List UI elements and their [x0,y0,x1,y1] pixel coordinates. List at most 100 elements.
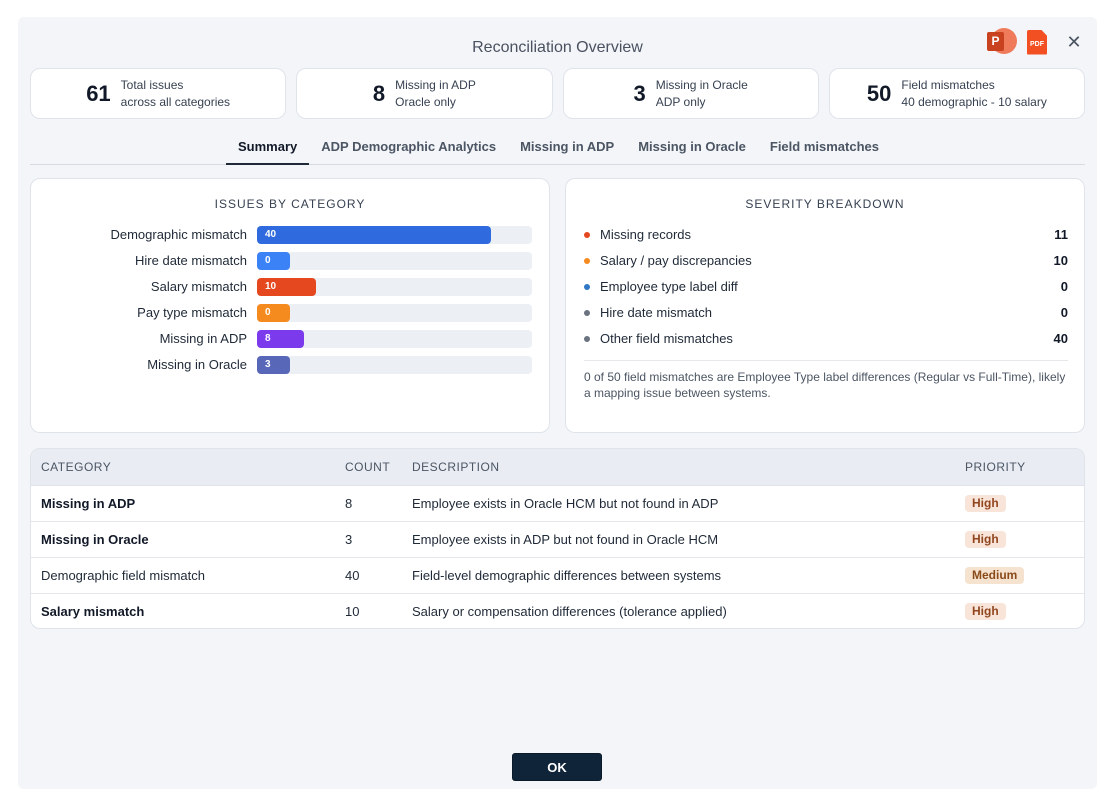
close-icon[interactable]: ✕ [1066,32,1082,52]
table-row[interactable]: Demographic field mismatch 40 Field-level … [31,558,1084,594]
dialog-title: Reconciliation Overview [472,39,643,56]
header-actions: P PDF ✕ [987,27,1085,57]
tab-bar: Summary ADP Demographic Analytics Missin… [30,130,1085,165]
column-header-category[interactable]: CATEGORY [41,460,112,474]
table-row[interactable]: Missing in ADP 8 Employee exists in Oracle… [31,486,1084,522]
bar-label: Missing in ADP [159,331,247,346]
priority-badge: High [965,531,1006,548]
powerpoint-export-icon[interactable]: P [987,27,1017,57]
table-cell-count: 40 [345,568,360,583]
bar-fill: 0 [257,304,290,322]
priority-badge: High [965,495,1006,512]
bar-row: Pay type mismatch 0 [31,304,551,322]
table-cell-description: Field-level demographic differences betw… [412,568,722,583]
severity-row: Salary / pay discrepancies 10 [584,252,1068,270]
bar-label: Salary mismatch [150,279,247,294]
severity-dot-icon [584,310,590,316]
bar-label: Demographic mismatch [110,227,247,242]
issues-table: CATEGORY COUNT DESCRIPTION PRIORITY Miss… [30,448,1085,629]
column-header-count[interactable]: COUNT [345,460,391,474]
stat-label: Missing in ADP [395,77,476,92]
tab-missing-in-oracle[interactable]: Missing in Oracle [638,139,746,154]
bar-row: Missing in Oracle 3 [31,356,551,374]
severity-label: Employee type label diff [600,279,738,294]
severity-label: Hire date mismatch [600,305,712,320]
ok-button[interactable]: OK [512,753,602,781]
severity-row: Other field mismatches 40 [584,330,1068,348]
table-cell-count: 3 [345,532,353,547]
divider [584,360,1068,361]
stat-value: 3 [633,80,646,106]
severity-dot-icon [584,258,590,264]
bar-value: 40 [265,229,277,240]
bar-row: Demographic mismatch 40 [31,226,551,244]
tab-adp-demographic-analytics[interactable]: ADP Demographic Analytics [321,139,497,154]
table-cell-description: Salary or compensation differences (tole… [412,604,727,619]
bar-row: Salary mismatch 10 [31,278,551,296]
bar-fill: 10 [257,278,316,296]
reconciliation-dialog: Reconciliation Overview P PDF ✕ 61 Total… [18,17,1097,789]
severity-label: Other field mismatches [600,331,733,346]
bar-track: 0 [257,252,532,270]
bar-track: 0 [257,304,532,322]
column-header-priority[interactable]: PRIORITY [965,460,1026,474]
table-cell-count: 10 [345,604,360,619]
severity-value: 0 [1060,305,1068,320]
stat-card-field-mismatches: 50 Field mismatches 40 demographic - 10 s… [828,68,1085,119]
table-row[interactable]: Missing in Oracle 3 Employee exists in ADP… [31,522,1084,558]
table-cell-description: Employee exists in Oracle HCM but not fo… [412,496,719,511]
table-row[interactable]: Salary mismatch 10 Salary or compensation … [31,594,1084,628]
bar-fill: 8 [257,330,304,348]
stat-label: Field mismatches [901,77,995,92]
bar-fill: 40 [257,226,491,244]
stat-sublabel: 40 demographic - 10 salary [901,94,1047,109]
bar-label: Missing in Oracle [147,357,247,372]
severity-value: 11 [1054,227,1068,242]
priority-badge: High [965,603,1006,620]
table-cell-category: Demographic field mismatch [41,568,206,583]
stat-card-total: 61 Total issues across all categories [30,68,287,119]
table-cell-category: Missing in Oracle [41,532,149,547]
issues-by-category-panel: ISSUES BY CATEGORY Demographic mismatch 4… [30,178,550,433]
severity-row: Missing records 11 [584,226,1068,244]
tab-field-mismatches[interactable]: Field mismatches [769,139,879,154]
tab-summary[interactable]: Summary [226,130,310,165]
bar-value: 0 [265,255,271,266]
bar-fill: 3 [257,356,290,374]
bar-value: 0 [265,307,271,318]
bar-track: 8 [257,330,532,348]
stat-card-missing-adp: 8 Missing in ADP Oracle only [296,68,553,119]
table-cell-count: 8 [345,496,353,511]
priority-badge: Medium [965,567,1025,584]
severity-value: 40 [1053,331,1068,346]
severity-label: Salary / pay discrepancies [600,253,752,268]
bar-row: Hire date mismatch 0 [31,252,551,270]
bar-value: 8 [265,333,271,344]
severity-dot-icon [584,336,590,342]
stat-sublabel: across all categories [120,94,231,109]
stat-label: Missing in Oracle [655,77,748,92]
bar-track: 3 [257,356,532,374]
bar-label: Pay type mismatch [137,305,247,320]
stat-value: 50 [866,80,892,106]
bar-track: 40 [257,226,532,244]
severity-row: Employee type label diff 0 [584,278,1068,296]
bar-fill: 0 [257,252,290,270]
severity-dot-icon [584,232,590,238]
severity-value: 0 [1060,279,1068,294]
bar-value: 10 [265,281,277,292]
panel-title: SEVERITY BREAKDOWN [745,197,905,211]
pdf-export-icon[interactable]: PDF [1027,29,1047,55]
severity-note: 0 of 50 field mismatches are Employee Ty… [584,370,1066,400]
severity-row: Hire date mismatch 0 [584,304,1068,322]
bar-track: 10 [257,278,532,296]
column-header-description[interactable]: DESCRIPTION [412,460,500,474]
severity-value: 10 [1053,253,1068,268]
stat-value: 61 [86,80,111,106]
stat-value: 8 [372,80,386,106]
bar-label: Hire date mismatch [135,253,247,268]
tab-missing-in-adp[interactable]: Missing in ADP [520,139,615,154]
panel-title: ISSUES BY CATEGORY [214,197,366,211]
table-cell-category: Missing in ADP [41,496,136,511]
stat-label: Total issues [120,77,184,92]
